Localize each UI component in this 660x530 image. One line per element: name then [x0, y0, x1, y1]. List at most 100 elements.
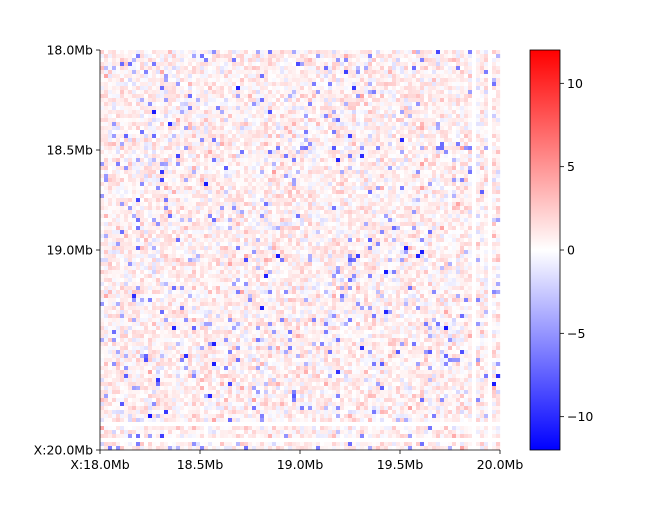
heatmap-cell — [324, 54, 329, 59]
heatmap-cell — [316, 90, 321, 95]
heatmap-cell — [384, 106, 389, 111]
heatmap-cell — [460, 122, 465, 127]
heatmap-cell — [296, 102, 301, 107]
heatmap-cell — [288, 190, 293, 195]
heatmap-cell — [280, 114, 285, 119]
heatmap-cell — [160, 182, 165, 187]
heatmap-cell — [220, 158, 225, 163]
heatmap-cell — [480, 94, 485, 99]
heatmap-cell — [236, 162, 241, 167]
heatmap-cell — [424, 158, 429, 163]
heatmap-cell — [128, 230, 133, 235]
heatmap-cell — [400, 118, 405, 123]
heatmap-cell — [412, 182, 417, 187]
heatmap-cell — [212, 66, 217, 71]
heatmap-cell — [304, 150, 309, 155]
heatmap-cell — [356, 166, 361, 171]
heatmap-cell — [360, 194, 365, 199]
heatmap-cell — [404, 110, 409, 115]
heatmap-cell — [208, 242, 213, 247]
heatmap-cell — [304, 246, 309, 251]
heatmap-cell — [352, 134, 357, 139]
heatmap-cell — [224, 182, 229, 187]
heatmap-cell — [432, 234, 437, 239]
heatmap-cell — [368, 130, 373, 135]
heatmap-cell — [248, 86, 253, 91]
heatmap-cell — [328, 162, 333, 167]
heatmap-cell — [352, 178, 357, 183]
heatmap-cell — [484, 234, 489, 239]
heatmap-cell — [356, 162, 361, 167]
heatmap-cell — [172, 50, 177, 55]
heatmap-cell — [492, 130, 497, 135]
heatmap-cell — [384, 162, 389, 167]
heatmap-cell — [244, 118, 249, 123]
heatmap-cell — [496, 222, 501, 227]
heatmap-cell — [148, 142, 153, 147]
heatmap-cell — [172, 238, 177, 243]
heatmap-cell — [264, 202, 269, 207]
heatmap-cell — [376, 198, 381, 203]
heatmap-cell — [148, 222, 153, 227]
heatmap-cell — [404, 230, 409, 235]
heatmap-cell — [400, 114, 405, 119]
heatmap-cell — [272, 118, 277, 123]
heatmap-cell — [212, 202, 217, 207]
heatmap-cell — [308, 246, 313, 251]
heatmap-cell — [492, 230, 497, 235]
heatmap-cell — [460, 98, 465, 103]
heatmap-cell — [144, 102, 149, 107]
heatmap-cell — [436, 226, 441, 231]
heatmap-cell — [288, 194, 293, 199]
heatmap-cell — [140, 82, 145, 87]
heatmap-cell — [468, 110, 473, 115]
heatmap-cell — [104, 110, 109, 115]
heatmap-cell — [424, 134, 429, 139]
heatmap-cell — [236, 222, 241, 227]
heatmap-cell — [272, 194, 277, 199]
heatmap-cell — [156, 154, 161, 159]
heatmap-cell — [184, 150, 189, 155]
heatmap-cell — [336, 102, 341, 107]
heatmap-cell — [340, 246, 345, 251]
heatmap-cell — [224, 214, 229, 219]
heatmap-cell — [424, 238, 429, 243]
heatmap-cell — [428, 70, 433, 75]
heatmap-cell — [272, 226, 277, 231]
heatmap-cell — [400, 106, 405, 111]
heatmap-cell — [240, 218, 245, 223]
heatmap-cell — [100, 202, 105, 207]
heatmap-cell — [348, 242, 353, 247]
heatmap-cell — [324, 130, 329, 135]
heatmap-cell — [296, 218, 301, 223]
heatmap-cell — [448, 62, 453, 67]
heatmap-cell — [340, 134, 345, 139]
heatmap-cell — [448, 118, 453, 123]
heatmap-cell — [284, 70, 289, 75]
heatmap-cell — [292, 202, 297, 207]
heatmap-cell — [128, 242, 133, 247]
heatmap-cell — [244, 166, 249, 171]
heatmap-cell — [432, 150, 437, 155]
heatmap-cell — [344, 186, 349, 191]
heatmap-cell — [364, 126, 369, 131]
heatmap-cell — [368, 186, 373, 191]
heatmap-cell — [368, 146, 373, 151]
heatmap-cell — [240, 190, 245, 195]
heatmap-cell — [364, 166, 369, 171]
heatmap-cell — [116, 226, 121, 231]
heatmap-cell — [468, 178, 473, 183]
heatmap-cell — [316, 158, 321, 163]
heatmap-cell — [124, 58, 129, 63]
heatmap-cell — [272, 170, 277, 175]
heatmap-cell — [124, 142, 129, 147]
heatmap-cell — [460, 130, 465, 135]
heatmap-cell — [484, 142, 489, 147]
heatmap-cell — [128, 114, 133, 119]
heatmap-cell — [260, 158, 265, 163]
heatmap-cell — [204, 130, 209, 135]
heatmap-cell — [216, 246, 221, 251]
heatmap-cell — [188, 234, 193, 239]
heatmap-cell — [364, 62, 369, 67]
heatmap-cell — [128, 146, 133, 151]
